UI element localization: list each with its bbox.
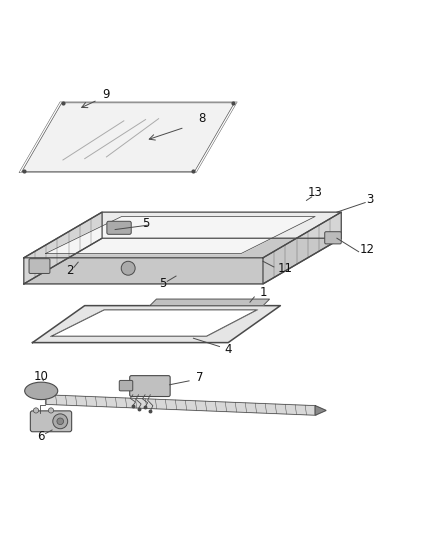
- Polygon shape: [32, 305, 280, 343]
- Polygon shape: [314, 406, 325, 415]
- Circle shape: [33, 408, 39, 413]
- FancyBboxPatch shape: [129, 376, 170, 397]
- Text: 9: 9: [102, 88, 110, 101]
- FancyBboxPatch shape: [119, 381, 132, 391]
- Text: 10: 10: [34, 369, 49, 383]
- Circle shape: [121, 261, 135, 275]
- Text: 4: 4: [224, 343, 231, 356]
- Text: 13: 13: [307, 186, 322, 199]
- Text: 7: 7: [196, 371, 203, 384]
- Polygon shape: [24, 103, 232, 171]
- Circle shape: [53, 414, 67, 429]
- Polygon shape: [262, 212, 340, 284]
- FancyBboxPatch shape: [106, 221, 131, 235]
- Text: 1: 1: [259, 286, 266, 299]
- Text: 3: 3: [365, 192, 372, 206]
- Polygon shape: [24, 212, 102, 284]
- Text: 6: 6: [37, 431, 45, 443]
- Text: 11: 11: [276, 262, 292, 275]
- Circle shape: [57, 418, 64, 425]
- Ellipse shape: [25, 382, 58, 400]
- Polygon shape: [46, 395, 314, 415]
- FancyBboxPatch shape: [30, 411, 71, 432]
- Polygon shape: [24, 212, 340, 258]
- Polygon shape: [22, 103, 234, 172]
- Text: 5: 5: [141, 216, 149, 230]
- FancyBboxPatch shape: [324, 232, 340, 244]
- Polygon shape: [52, 310, 256, 336]
- Text: 2: 2: [66, 264, 73, 277]
- Text: 8: 8: [198, 112, 205, 125]
- Polygon shape: [24, 238, 340, 284]
- Circle shape: [48, 408, 53, 413]
- Text: 12: 12: [359, 243, 374, 256]
- Polygon shape: [46, 216, 314, 254]
- FancyBboxPatch shape: [29, 259, 50, 273]
- Text: 5: 5: [159, 277, 166, 290]
- Polygon shape: [150, 299, 269, 305]
